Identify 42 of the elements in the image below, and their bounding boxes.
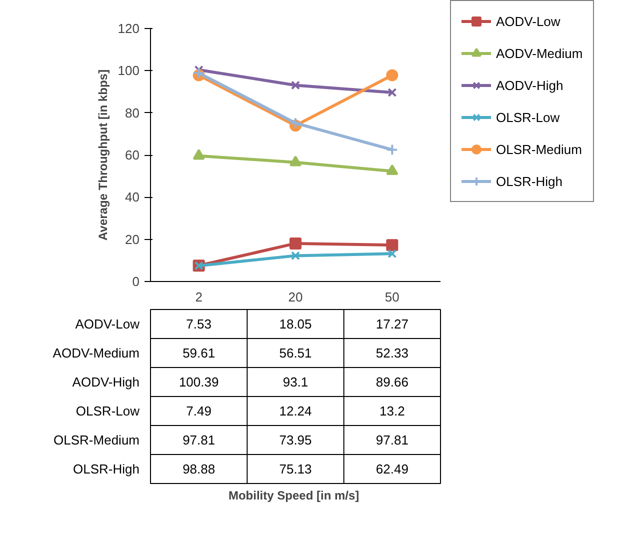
legend-label: OLSR-Medium bbox=[496, 142, 582, 156]
data-label: 56.51 bbox=[279, 346, 312, 360]
data-label: 52.33 bbox=[376, 346, 408, 360]
data-label: 12.24 bbox=[279, 404, 312, 418]
text: OLSR-Medium bbox=[54, 432, 140, 448]
data-label: 7.49 bbox=[186, 404, 212, 418]
data-label: 97.81 bbox=[376, 432, 408, 448]
y-tick-label: 0 bbox=[132, 274, 140, 289]
legend-label: OLSR-High bbox=[496, 174, 562, 188]
data-label: 98.88 bbox=[182, 462, 216, 476]
data-label: 73.95 bbox=[279, 432, 312, 448]
text: OLSR-High bbox=[73, 462, 140, 476]
y-tick-label: 100 bbox=[118, 63, 140, 78]
data-label: 59.61 bbox=[182, 346, 216, 360]
y-axis-title: Average Throughput [in kbps] bbox=[96, 70, 110, 240]
data-label: 97.81 bbox=[182, 432, 216, 448]
data-label: 75.13 bbox=[279, 462, 312, 476]
text: OLSR-Low bbox=[76, 404, 140, 418]
legend-label: AODV-Medium bbox=[496, 46, 583, 60]
y-tick-label: 120 bbox=[118, 21, 140, 36]
legend-label: OLSR-Low bbox=[496, 110, 560, 124]
x-tick-label: 50 bbox=[384, 290, 400, 304]
y-tick-label: 60 bbox=[125, 148, 140, 162]
data-label: 17.27 bbox=[376, 316, 408, 332]
data-label: 13.2 bbox=[380, 404, 405, 418]
data-label: 93.1 bbox=[282, 374, 308, 390]
y-tick-label: 20 bbox=[125, 232, 140, 247]
data-label: 62.49 bbox=[376, 462, 408, 476]
y-tick-label: 40 bbox=[125, 190, 140, 205]
data-label: 100.39 bbox=[178, 374, 219, 390]
x-tick-label: 2 bbox=[195, 290, 202, 304]
data-label: 7.53 bbox=[186, 316, 212, 332]
text: AODV-Medium bbox=[52, 346, 140, 360]
y-tick-label: 80 bbox=[125, 105, 140, 120]
data-label: 18.05 bbox=[279, 316, 312, 332]
data-label: 89.66 bbox=[376, 374, 408, 390]
x-tick-label: 20 bbox=[288, 290, 303, 304]
text: AODV-Low bbox=[75, 316, 140, 332]
text: AODV-High bbox=[72, 374, 140, 390]
legend-label: AODV-High bbox=[496, 78, 564, 92]
text: Mobility Speed [in m/s] bbox=[228, 488, 360, 502]
legend-label: AODV-Low bbox=[496, 14, 560, 28]
